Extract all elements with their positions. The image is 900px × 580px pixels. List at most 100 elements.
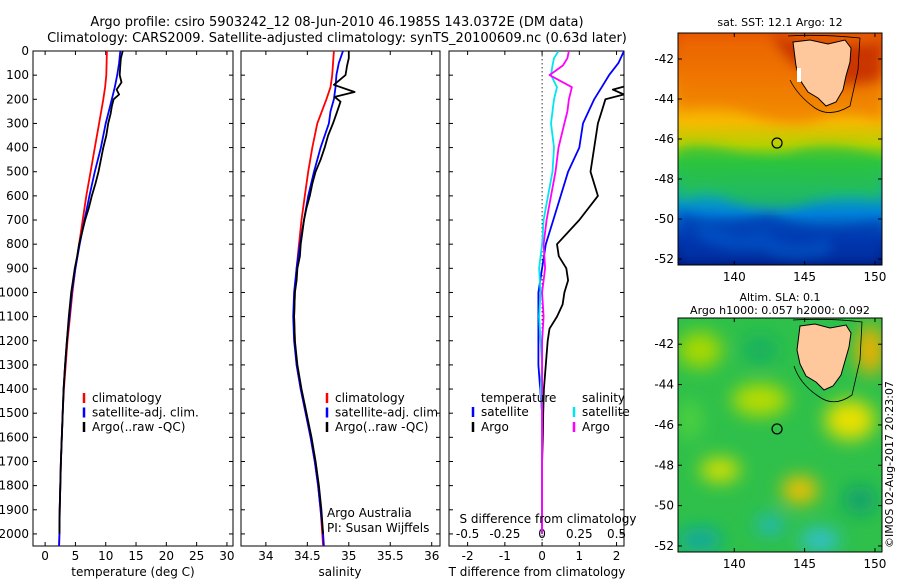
x-tick-label: 15 <box>128 549 143 563</box>
depth-tick-label: 600 <box>6 189 29 203</box>
legend-header-temperature: temperature <box>481 391 556 405</box>
tasmania-land <box>792 39 852 107</box>
tasmania-land-sla <box>796 323 852 391</box>
legend-header-salinity: salinity <box>582 391 625 405</box>
t-difference-x-axis: -2 -1 0 1 2 <box>462 51 621 563</box>
depth-tick-label: 500 <box>6 165 29 179</box>
legend-entry: Argo(..raw -QC) <box>335 420 428 434</box>
difference-axes-box <box>448 50 625 547</box>
argo-location-marker <box>771 137 783 149</box>
x-tick-label: 20 <box>159 549 174 563</box>
salinity-x-label: salinity <box>318 565 361 579</box>
x-tick-label: 0 <box>41 549 49 563</box>
figure-title: Argo profile: csiro 5903242_12 08-Jun-20… <box>90 15 583 30</box>
depth-tick-label: 2000 <box>0 527 29 541</box>
map-lat-label: -42 <box>654 337 674 351</box>
sst-map-title: sat. SST: 12.1 Argo: 12 <box>717 16 842 29</box>
depth-axis: 0 100 200 300 400 500 600 700 800 900 1000 1100 1200… <box>0 44 233 541</box>
temperature-x-axis: 0 5 10 15 20 25 30 <box>41 51 235 563</box>
depth-tick-label: 1900 <box>0 503 29 517</box>
map-lat-label: -50 <box>654 499 674 513</box>
depth-tick-label: 1100 <box>0 310 29 324</box>
depth-tick-label: 1500 <box>0 406 29 420</box>
legend-entry: Argo <box>481 420 509 434</box>
depth-tick-label: 1600 <box>0 430 29 444</box>
map-lon-label: 145 <box>793 557 816 571</box>
x-tick-label: 0 <box>538 549 546 563</box>
depth-tick-label: 1800 <box>0 479 29 493</box>
map-lon-label: 140 <box>723 557 746 571</box>
argo-australia-label: Argo Australia <box>327 506 412 520</box>
map-lat-label: -48 <box>654 172 674 186</box>
map-lat-label: -48 <box>654 458 674 472</box>
temperature-x-label: temperature (deg C) <box>71 565 194 579</box>
figure-subtitle: Climatology: CARS2009. Satellite-adjuste… <box>47 31 627 46</box>
s-difference-label: S difference from climatology <box>460 512 637 526</box>
shelf-contour <box>787 34 861 113</box>
depth-tick-label: 300 <box>6 116 29 130</box>
map-lat-label: -46 <box>654 418 674 432</box>
legend-entry: climatology <box>335 391 405 405</box>
series-line-diff-1 <box>541 72 624 534</box>
legend-entry: climatology <box>92 391 162 405</box>
s-difference-axis: -0.5 -0.25 0 0.25 0.5 <box>456 527 626 541</box>
map-lat-label: -46 <box>654 132 674 146</box>
map-lon-label: 150 <box>864 557 887 571</box>
x-tick-label: 1 <box>575 549 583 563</box>
legend-entry: satellite-adj. clim. <box>92 406 199 420</box>
sst-map-box <box>677 32 883 266</box>
sla-map-title: Altim. SLA: 0.1 <box>739 291 820 304</box>
depth-tick-label: 1300 <box>0 358 29 372</box>
salinity-depth-ticks <box>241 50 440 535</box>
x-tick-label: 34 <box>258 549 273 563</box>
depth-tick-label: 1400 <box>0 382 29 396</box>
x-tick-label: 30 <box>219 549 234 563</box>
t-difference-label: T difference from climatology <box>448 565 626 579</box>
depth-tick-label: 400 <box>6 141 29 155</box>
imos-credit: ©IMOS 02-Aug-2017 20:23:07 <box>883 381 896 548</box>
argo-location-marker-sla <box>771 423 783 435</box>
temperature-panel: 0100200300400500600700800900100011001200… <box>0 44 235 579</box>
x-tick-label: 2 <box>613 549 621 563</box>
map-lat-label: -52 <box>654 252 674 266</box>
pi-label: PI: Susan Wijffels <box>327 521 429 535</box>
x-tick-label: 5 <box>72 549 80 563</box>
series-line-sal-2 <box>293 51 356 534</box>
depth-tick-label: 900 <box>6 261 29 275</box>
legend-entry: satellite <box>582 405 630 419</box>
legend-entry: satellite-adj. clim. <box>335 406 442 420</box>
depth-tick-label: 0 <box>21 44 29 58</box>
legend-entry: Argo <box>582 420 610 434</box>
series-line-diff-3 <box>541 51 573 534</box>
x-tick-label: 36 <box>424 549 439 563</box>
sla-map-box <box>677 317 883 553</box>
depth-tick-label: 800 <box>6 237 29 251</box>
sla-field <box>678 318 882 552</box>
temperature-axes-box <box>32 50 234 547</box>
sst-field <box>678 33 882 265</box>
sla-map-subtitle: Argo h1000: 0.057 h2000: 0.092 <box>690 304 870 317</box>
depth-tick-label: 1200 <box>0 334 29 348</box>
difference-depth-ticks <box>449 50 624 535</box>
sla-map-axes: -42 -44 -46 -48 -50 -52 140 145 150 <box>654 318 886 571</box>
x-tick-label: -1 <box>499 549 511 563</box>
s-tick-label: 0.25 <box>566 527 593 541</box>
depth-tick-label: 1000 <box>0 285 29 299</box>
difference-panel: -2 -1 0 1 2 -0.5 -0.25 0 0.25 0.5 S difference f… <box>448 50 637 579</box>
x-tick-label: 35.5 <box>377 549 404 563</box>
x-tick-label: -2 <box>462 549 474 563</box>
s-tick-label: 0.5 <box>607 527 626 541</box>
depth-tick-label: 100 <box>6 68 29 82</box>
map-lat-label: -44 <box>654 378 674 392</box>
salinity-x-axis: 34 34.5 35 35.5 36 <box>258 51 439 563</box>
depth-tick-label: 200 <box>6 92 29 106</box>
depth-tick-label: 1700 <box>0 454 29 468</box>
s-tick-label: -0.25 <box>489 527 520 541</box>
depth-tick-label: 700 <box>6 213 29 227</box>
map-annotation-mark <box>797 68 801 82</box>
x-tick-label: 10 <box>98 549 113 563</box>
map-lat-label: -42 <box>654 52 674 66</box>
